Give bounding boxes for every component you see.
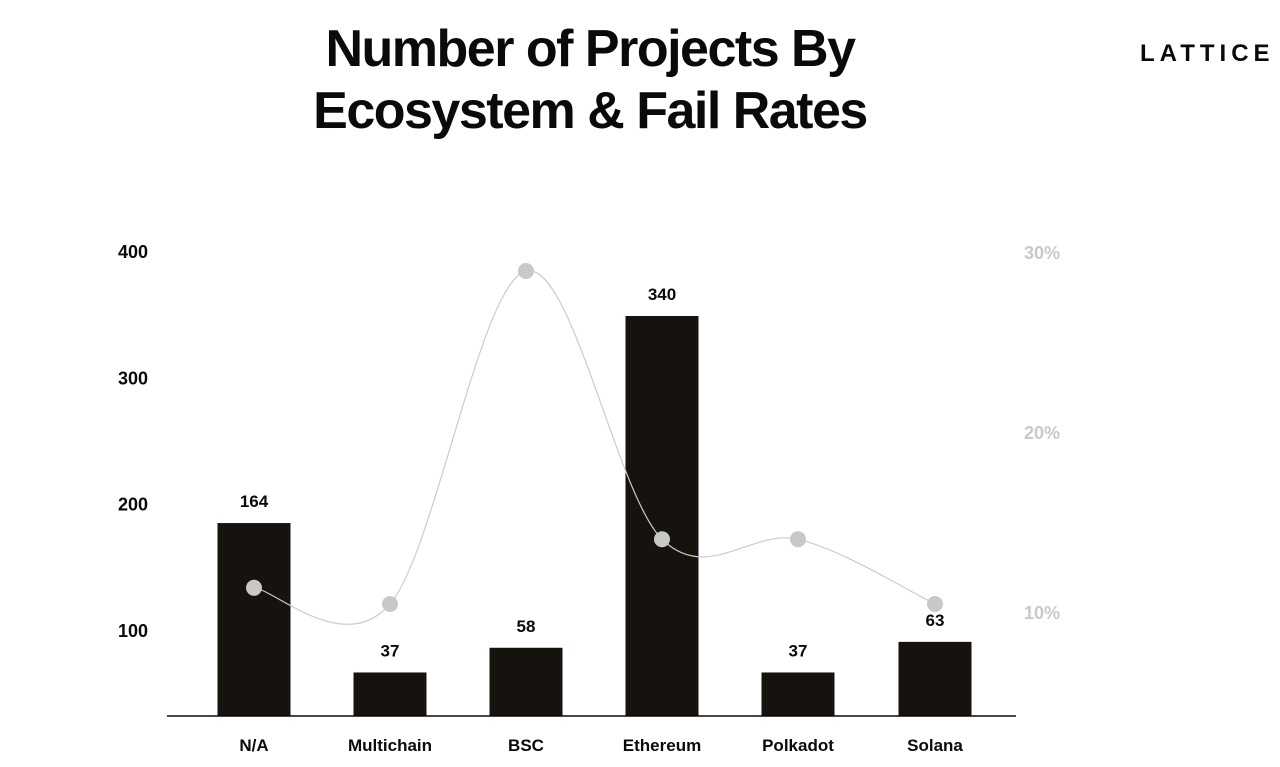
bar-value-label: 58 [517,617,536,636]
category-label: Polkadot [762,736,834,755]
lattice-logo: LATTICE [1140,40,1275,67]
chart-title: Number of Projects By Ecosystem & Fail R… [190,18,990,142]
fail-rate-point [654,531,670,548]
fail-rate-point [382,596,398,612]
bar [761,672,835,716]
fail-rate-point [927,596,943,612]
category-label: Solana [907,736,963,755]
category-labels: N/A Multichain BSC Ethereum Polkadot Solana [239,736,963,755]
bar-value-labels: 164 37 58 340 37 63 [240,285,945,660]
bar [489,647,563,716]
left-tick-label: 100 [118,621,148,641]
chart-title-line-2: Ecosystem & Fail Rates [313,82,868,140]
left-tick-label: 200 [118,495,148,515]
bar-value-label: 63 [926,611,945,630]
bar [625,315,699,716]
chart-title-line-1: Number of Projects By [325,20,856,78]
fail-rate-point [518,263,534,279]
right-tick-label: 10% [1024,603,1060,623]
bar-value-label: 37 [381,641,400,660]
bar [217,523,291,716]
fail-rate-point [246,579,262,596]
category-label: N/A [239,736,268,755]
fail-rate-point [790,531,806,548]
right-tick-label: 30% [1024,243,1060,263]
right-axis-ticks: 10% 20% 30% [1024,243,1060,623]
fail-rate-points [246,263,943,612]
bar-value-label: 37 [789,641,808,660]
right-tick-label: 20% [1024,423,1060,443]
left-tick-label: 400 [118,242,148,262]
left-tick-label: 300 [118,368,148,388]
bar [898,641,972,716]
left-axis-ticks: 100 200 300 400 [118,242,148,641]
bar-value-label: 164 [240,492,269,511]
category-label: Ethereum [623,736,701,755]
category-label: BSC [508,736,544,755]
bar-value-label: 340 [648,285,676,304]
bar-series [217,315,972,716]
category-label: Multichain [348,736,432,755]
bar [353,672,427,716]
fail-rate-line [253,270,936,625]
